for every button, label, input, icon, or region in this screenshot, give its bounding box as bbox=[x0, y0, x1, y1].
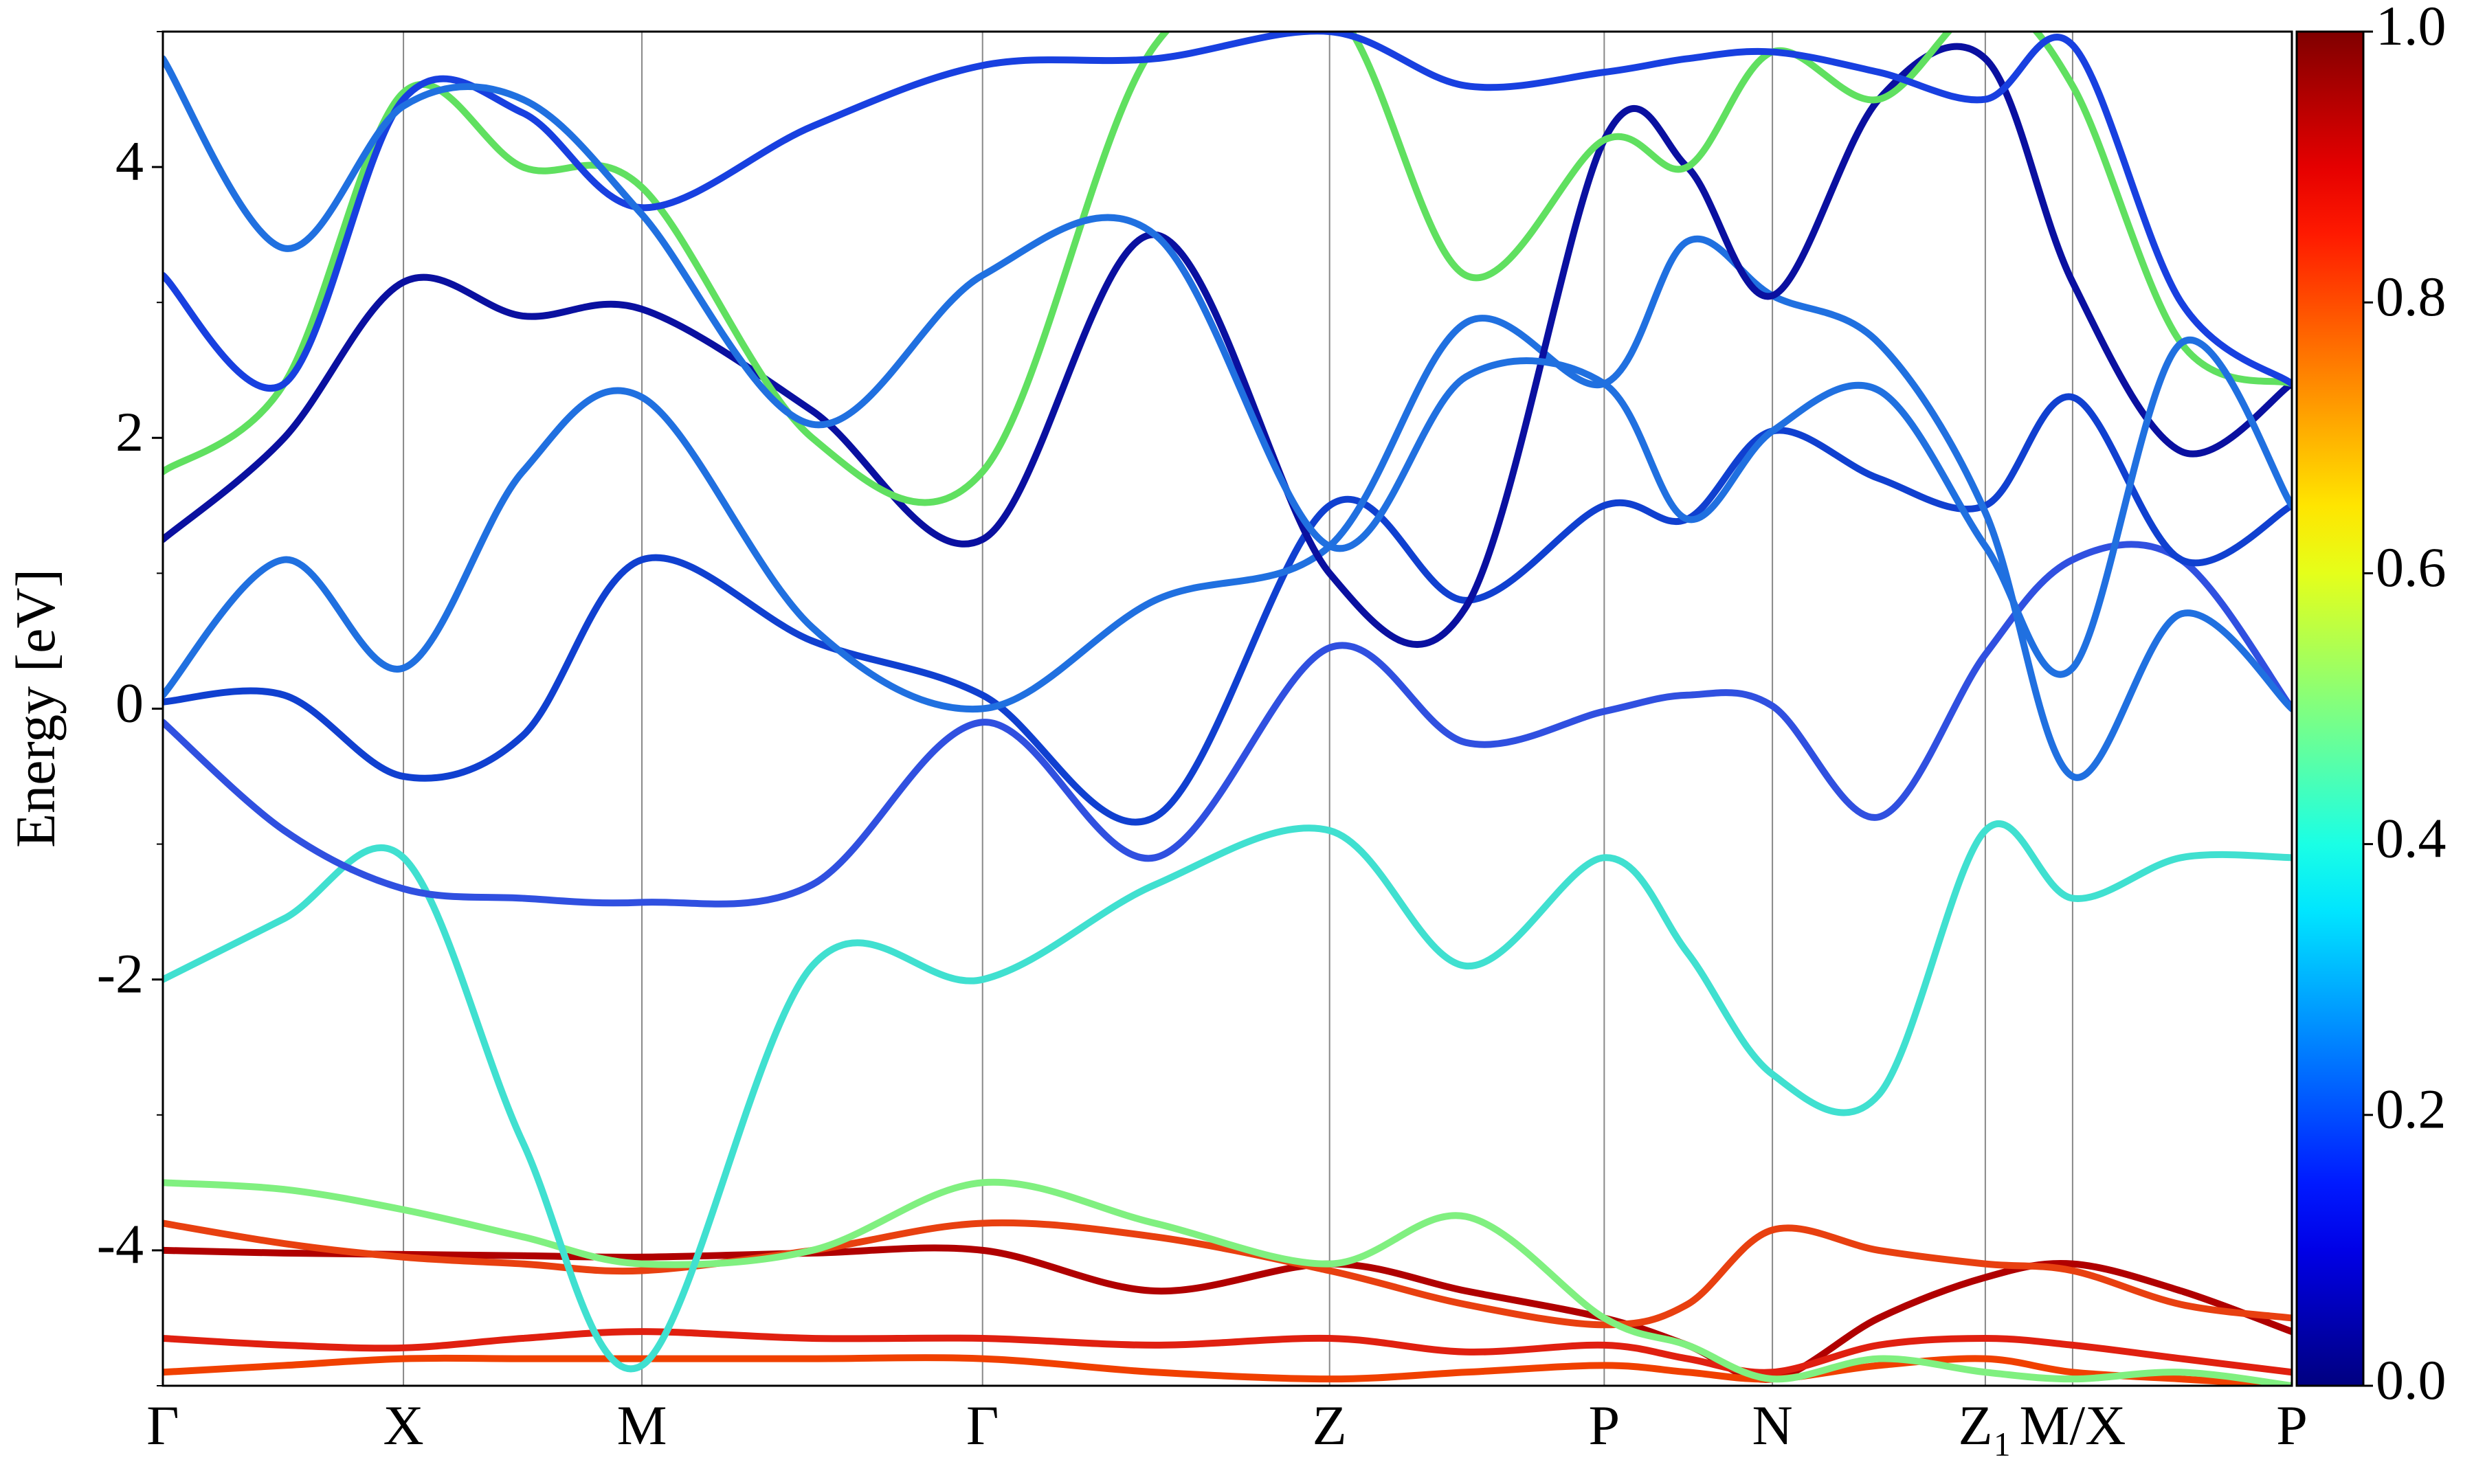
band-line bbox=[163, 1219, 2292, 1329]
x-tick-label: N bbox=[1752, 1394, 1792, 1457]
x-tick-label: M bbox=[617, 1394, 667, 1457]
colorbar-tick-label: 0.6 bbox=[2376, 536, 2447, 598]
band-line bbox=[163, 55, 2292, 678]
band-line bbox=[163, 1354, 2292, 1386]
x-tick-label: X bbox=[383, 1394, 423, 1457]
plot-frame bbox=[161, 30, 2293, 1387]
band-line bbox=[163, 1328, 2292, 1376]
band-line bbox=[163, 541, 2292, 908]
y-tick-label: -2 bbox=[97, 943, 144, 1005]
band-line bbox=[163, 32, 2292, 506]
band-line bbox=[163, 32, 2292, 392]
colorbar-tick-label: 0.0 bbox=[2376, 1349, 2447, 1411]
y-axis-label: Energy [eV] bbox=[4, 569, 67, 848]
x-tick-label: P bbox=[2276, 1394, 2308, 1457]
band-line bbox=[163, 393, 2292, 826]
x-tick-label: P bbox=[1589, 1394, 1620, 1457]
x-tick-label: Z₁ bbox=[1959, 1394, 2013, 1457]
colorbar-tick-label: 0.4 bbox=[2376, 807, 2447, 869]
y-tick-label: 4 bbox=[115, 130, 144, 192]
band-line bbox=[163, 820, 2292, 1373]
y-tick-label: 0 bbox=[115, 671, 144, 734]
colorbar-tick-label: 0.2 bbox=[2376, 1078, 2447, 1140]
bands bbox=[163, 32, 2292, 1386]
band-line bbox=[163, 235, 2292, 781]
band-line bbox=[163, 1178, 2292, 1386]
x-tick-label: M/X bbox=[2019, 1394, 2126, 1457]
x-tick-label: Γ bbox=[146, 1394, 179, 1457]
x-tick-label: Z bbox=[1313, 1394, 1347, 1457]
colorbar-tick-label: 0.8 bbox=[2376, 265, 2447, 328]
y-tick-label: 2 bbox=[115, 401, 144, 463]
colorbar bbox=[2295, 30, 2365, 1387]
y-tick-label: -4 bbox=[97, 1213, 144, 1276]
band-line bbox=[163, 43, 2292, 649]
colorbar-tick-label: 1.0 bbox=[2376, 0, 2447, 57]
x-tick-label: Γ bbox=[966, 1394, 999, 1457]
